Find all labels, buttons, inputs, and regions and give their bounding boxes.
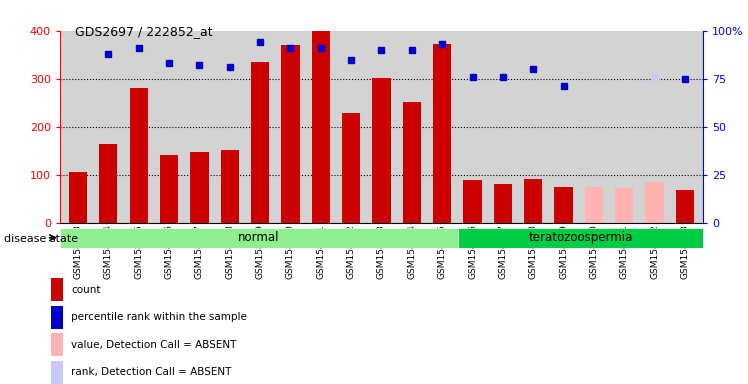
Bar	[51, 278, 63, 301]
Bar	[99, 144, 117, 223]
Bar	[51, 361, 63, 384]
Bar	[221, 150, 239, 223]
Text: disease state: disease state	[4, 234, 78, 244]
Bar	[494, 184, 512, 223]
Bar	[160, 155, 178, 223]
Bar	[60, 228, 458, 248]
Bar	[190, 152, 209, 223]
Bar	[51, 333, 63, 356]
Bar	[312, 31, 330, 223]
Bar	[464, 180, 482, 223]
Text: rank, Detection Call = ABSENT: rank, Detection Call = ABSENT	[71, 367, 231, 377]
Text: teratozoospermia: teratozoospermia	[528, 231, 633, 244]
Bar	[129, 88, 148, 223]
Bar	[554, 187, 573, 223]
Bar	[251, 62, 269, 223]
Bar	[281, 45, 299, 223]
Bar	[342, 113, 361, 223]
Bar	[615, 188, 634, 223]
Bar	[458, 228, 703, 248]
Text: normal: normal	[238, 231, 280, 244]
Text: value, Detection Call = ABSENT: value, Detection Call = ABSENT	[71, 340, 236, 350]
Bar	[524, 179, 542, 223]
Bar	[675, 190, 694, 223]
Bar	[402, 102, 421, 223]
Bar	[585, 187, 603, 223]
Bar	[51, 306, 63, 329]
Bar	[373, 78, 390, 223]
Bar	[433, 44, 451, 223]
Bar	[646, 182, 663, 223]
Text: percentile rank within the sample: percentile rank within the sample	[71, 312, 247, 322]
Bar	[69, 172, 88, 223]
Text: count: count	[71, 285, 100, 295]
Text: GDS2697 / 222852_at: GDS2697 / 222852_at	[75, 25, 212, 38]
